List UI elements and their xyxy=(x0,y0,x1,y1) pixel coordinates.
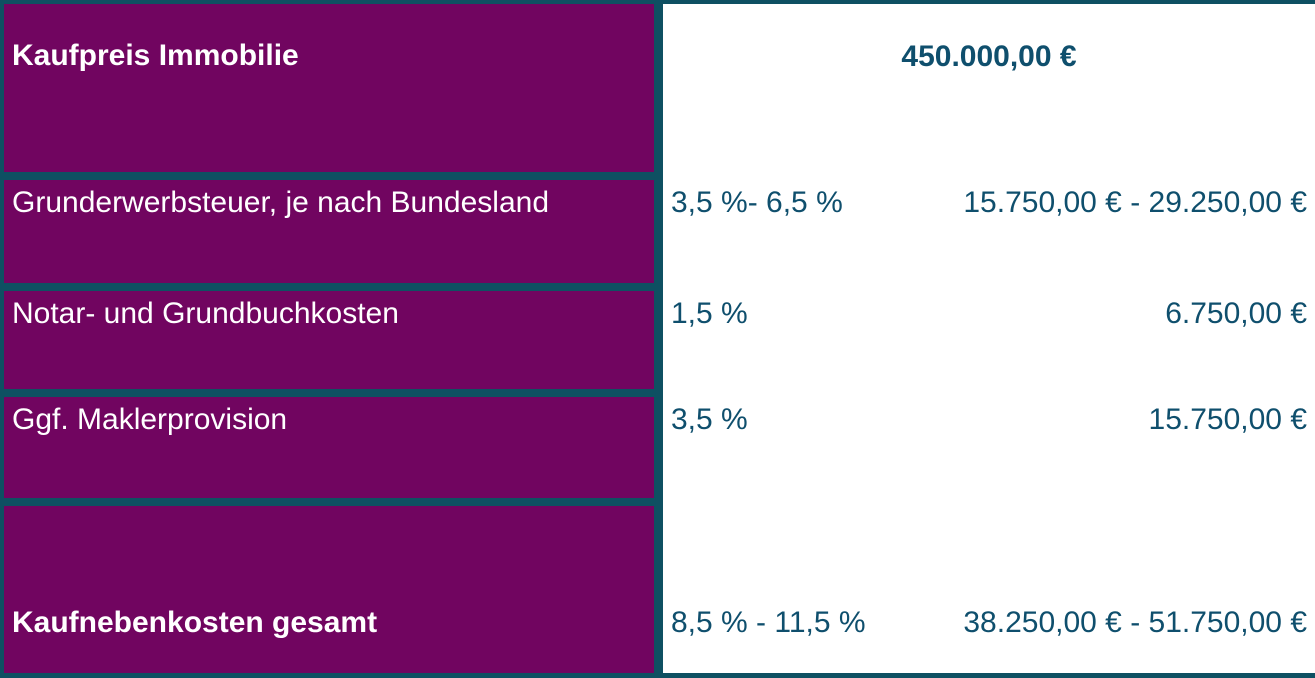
row-gesamt-label-text: Kaufnebenkosten gesamt xyxy=(12,605,378,639)
gesamt-amount: 38.250,00 € - 51.750,00 € xyxy=(963,605,1307,639)
row-kaufpreis-label: Kaufpreis Immobilie xyxy=(4,4,654,172)
row-gesamt-values: 8,5 % - 11,5 % 38.250,00 € - 51.750,00 € xyxy=(663,506,1315,673)
label-column: Kaufpreis Immobilie Grunderwerbsteuer, j… xyxy=(4,4,654,673)
row-notar-grundbuch-label: Notar- und Grundbuchkosten xyxy=(4,291,654,389)
row-gesamt-label: Kaufnebenkosten gesamt xyxy=(4,506,654,673)
grunderwerbsteuer-percent: 3,5 %- 6,5 % xyxy=(671,186,843,219)
gesamt-percent: 8,5 % - 11,5 % xyxy=(671,605,866,639)
maklerprovision-amount: 15.750,00 € xyxy=(1148,403,1307,436)
values-panel: 450.000,00 € 3,5 %- 6,5 % 15.750,00 € - … xyxy=(663,4,1315,673)
row-kaufpreis-values: 450.000,00 € xyxy=(663,4,1315,172)
row-grunderwerbsteuer-label: Grunderwerbsteuer, je nach Bundesland xyxy=(4,180,654,283)
notar-grundbuch-amount: 6.750,00 € xyxy=(1165,297,1307,330)
notar-grundbuch-percent: 1,5 % xyxy=(671,297,748,330)
row-grunderwerbsteuer-values: 3,5 %- 6,5 % 15.750,00 € - 29.250,00 € xyxy=(663,180,1315,283)
grunderwerbsteuer-amount: 15.750,00 € - 29.250,00 € xyxy=(963,186,1307,219)
row-maklerprovision-label: Ggf. Maklerprovision xyxy=(4,397,654,498)
row-notar-grundbuch-values: 1,5 % 6.750,00 € xyxy=(663,291,1315,389)
row-maklerprovision-values: 3,5 % 15.750,00 € xyxy=(663,397,1315,498)
maklerprovision-percent: 3,5 % xyxy=(671,403,748,436)
kaufpreis-amount: 450.000,00 € xyxy=(901,40,1077,73)
